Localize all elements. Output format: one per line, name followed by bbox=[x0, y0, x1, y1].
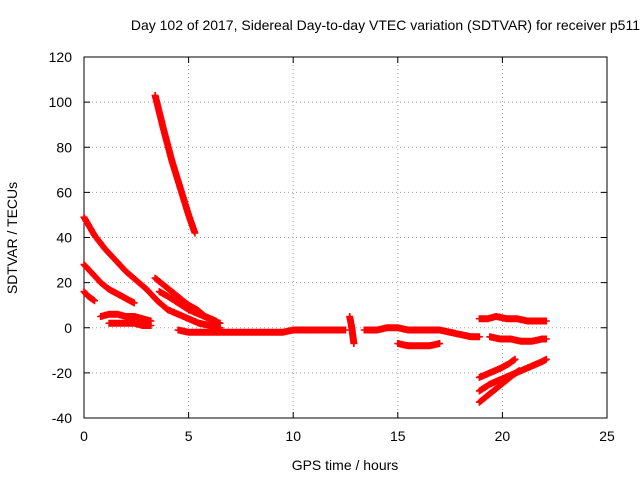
data-series-arc-02 bbox=[80, 213, 224, 332]
y-tick-label: 40 bbox=[56, 230, 72, 246]
x-tick-label: 25 bbox=[599, 428, 615, 444]
data-series-arc-11 bbox=[360, 324, 483, 341]
data-series-arc-07 bbox=[97, 310, 155, 325]
data-series-arc-04 bbox=[80, 288, 98, 305]
data-series-arc-13 bbox=[475, 313, 550, 325]
data-series-arc-09 bbox=[174, 326, 349, 336]
y-tick-label: 60 bbox=[56, 184, 72, 200]
data-series-arc-12 bbox=[394, 340, 444, 350]
x-tick-label: 15 bbox=[390, 428, 406, 444]
chart-title: Day 102 of 2017, Sidereal Day-to-day VTE… bbox=[130, 17, 640, 33]
x-axis-title: GPS time / hours bbox=[291, 457, 399, 473]
data-series-arc-03 bbox=[80, 261, 138, 307]
y-tick-label: 120 bbox=[49, 49, 73, 65]
data-series-arc-01 bbox=[151, 91, 199, 237]
y-tick-label: 20 bbox=[56, 275, 72, 291]
y-axis-title: SDTVAR / TECUs bbox=[4, 181, 20, 295]
data-series-arc-14 bbox=[486, 333, 550, 345]
data-series-arc-15 bbox=[475, 355, 519, 381]
data-series-arc-10 bbox=[346, 313, 358, 347]
x-tick-label: 20 bbox=[495, 428, 511, 444]
x-tick-label: 10 bbox=[285, 428, 301, 444]
y-tick-label: -40 bbox=[52, 410, 72, 426]
data-series-arc-17 bbox=[475, 367, 523, 406]
y-tick-label: 100 bbox=[49, 94, 73, 110]
y-tick-label: 0 bbox=[64, 320, 72, 336]
y-tick-label: -20 bbox=[52, 365, 72, 381]
x-tick-label: 0 bbox=[80, 428, 88, 444]
x-tick-label: 5 bbox=[185, 428, 193, 444]
data-series-arc-08 bbox=[105, 319, 155, 329]
y-tick-label: 80 bbox=[56, 139, 72, 155]
data-series-arc-06 bbox=[155, 288, 224, 327]
data-points bbox=[80, 91, 550, 406]
